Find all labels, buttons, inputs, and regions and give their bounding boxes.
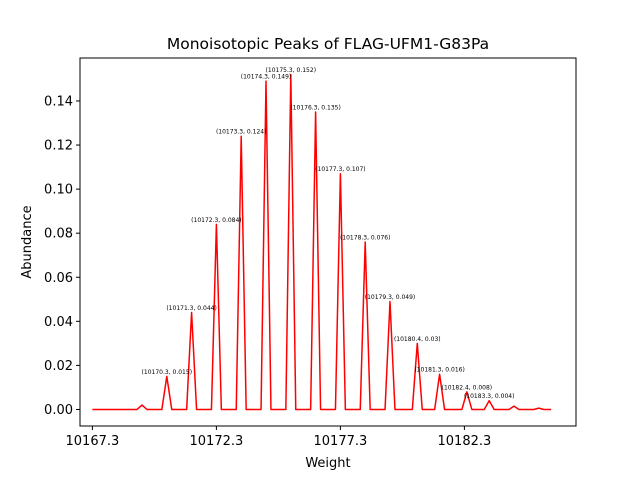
peak-label: (10175.3, 0.152) [266, 67, 316, 74]
y-tick-label: 0.00 [44, 403, 73, 418]
peak-label: (10173.3, 0.124) [216, 129, 266, 136]
y-tick-label: 0.06 [44, 271, 73, 286]
peak-label: (10179.3, 0.049) [365, 294, 415, 301]
peak-label: (10178.3, 0.076) [340, 235, 390, 242]
peak-label: (10176.3, 0.135) [290, 104, 340, 111]
x-tick-label: 10172.3 [190, 434, 244, 449]
y-tick-label: 0.02 [44, 359, 73, 374]
y-tick-label: 0.14 [44, 94, 73, 109]
y-tick-label: 0.04 [44, 315, 73, 330]
x-tick-label: 10182.3 [438, 434, 492, 449]
x-tick-label: 10177.3 [314, 434, 368, 449]
peak-label: (10182.4, 0.008) [442, 384, 492, 391]
peak-label: (10180.4, 0.03) [394, 336, 441, 343]
y-tick-label: 0.08 [44, 227, 73, 242]
x-tick-label: 10167.3 [66, 434, 120, 449]
plot-area: (10170.3, 0.015) (10171.3, 0.044) (10172.3… [92, 67, 552, 411]
chart-title: Monoisotopic Peaks of FLAG-UFM1-G83Pa [167, 35, 489, 53]
y-tick-label: 0.10 [44, 183, 73, 198]
peak-label: (10171.3, 0.044) [166, 305, 216, 312]
peak-label: (10181.3, 0.016) [414, 367, 464, 374]
peak-label: (10177.3, 0.107) [315, 166, 365, 173]
peak-label: (10183.3, 0.004) [464, 393, 514, 400]
x-axis-label: Weight [305, 456, 350, 471]
x-axis: 10167.3 10172.3 10177.3 10182.3 [66, 426, 492, 449]
series-line [92, 73, 552, 411]
y-tick-label: 0.12 [44, 139, 73, 154]
peak-label: (10170.3, 0.015) [142, 369, 192, 376]
y-axis-label: Abundance [20, 205, 35, 278]
y-axis: 0.00 0.02 0.04 0.06 0.08 0.10 0.12 0.14 [44, 94, 80, 418]
axes-frame [79, 57, 577, 427]
peak-label: (10172.3, 0.084) [191, 217, 241, 224]
peak-label: (10174.3, 0.149) [241, 74, 291, 81]
